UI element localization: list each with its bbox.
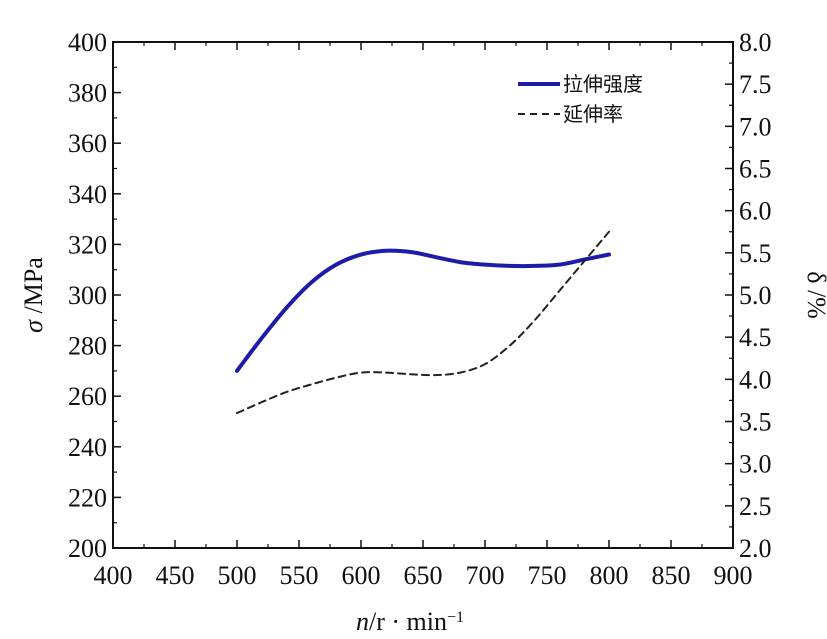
y-left-tick-label: 240 — [68, 433, 107, 462]
y-left-tick-label: 260 — [68, 382, 107, 411]
legend-label-elongation: 延伸率 — [563, 102, 623, 126]
y-left-tick-label: 300 — [68, 281, 107, 310]
y-left-tick-label: 280 — [68, 332, 107, 361]
y-left-tick-label: 380 — [68, 79, 107, 108]
y-right-tick-label: 7.0 — [739, 112, 772, 141]
x-tick-label: 550 — [280, 561, 319, 590]
series-layer — [235, 230, 611, 415]
y-left-tick-label: 340 — [68, 180, 107, 209]
y-right-tick-label: 6.5 — [739, 155, 772, 184]
y-left-tick-label: 320 — [68, 230, 107, 259]
x-tick-label: 500 — [218, 561, 257, 590]
series-line-strength — [235, 248, 611, 373]
y-right-tick-label: 2.0 — [739, 534, 772, 563]
y-right-tick-label: 5.5 — [739, 239, 772, 268]
y-left-tick-label: 220 — [68, 483, 107, 512]
y-right-tick-label: 4.5 — [739, 323, 772, 352]
x-tick-label: 700 — [466, 561, 505, 590]
y-left-tick-label: 360 — [68, 129, 107, 158]
y-left-axis-title: σ /MPa — [19, 257, 48, 333]
y-right-tick-label: 7.5 — [739, 70, 772, 99]
y-left-tick-label: 200 — [68, 534, 107, 563]
y-right-tick-label: 5.0 — [739, 281, 772, 310]
x-tick-label: 600 — [342, 561, 381, 590]
x-tick-label: 800 — [590, 561, 629, 590]
y-left-tick-label: 400 — [68, 28, 107, 57]
x-tick-label: 450 — [156, 561, 195, 590]
x-axis-title: n/r · min−1 — [356, 607, 464, 636]
y-right-axis-title: δ /% — [802, 271, 827, 319]
y-right-tick-label: 8.0 — [739, 28, 772, 57]
legend: 拉伸强度 延伸率 — [518, 72, 643, 126]
x-tick-label: 400 — [94, 561, 133, 590]
x-tick-label: 850 — [652, 561, 691, 590]
series-line-elongation — [236, 230, 610, 415]
y-right-tick-label: 2.5 — [739, 492, 772, 521]
ticks-layer: 400 450 500 550 600 650 700 750 800 850 900 200 220 2… — [68, 28, 772, 590]
x-tick-label: 650 — [404, 561, 443, 590]
y-right-tick-label: 3.0 — [739, 450, 772, 479]
y-right-tick-label: 4.0 — [739, 365, 772, 394]
y-right-tick-label: 3.5 — [739, 408, 772, 437]
y-right-tick-label: 6.0 — [739, 197, 772, 226]
x-tick-label: 900 — [714, 561, 753, 590]
legend-label-strength: 拉伸强度 — [563, 72, 643, 96]
x-tick-label: 750 — [528, 561, 567, 590]
